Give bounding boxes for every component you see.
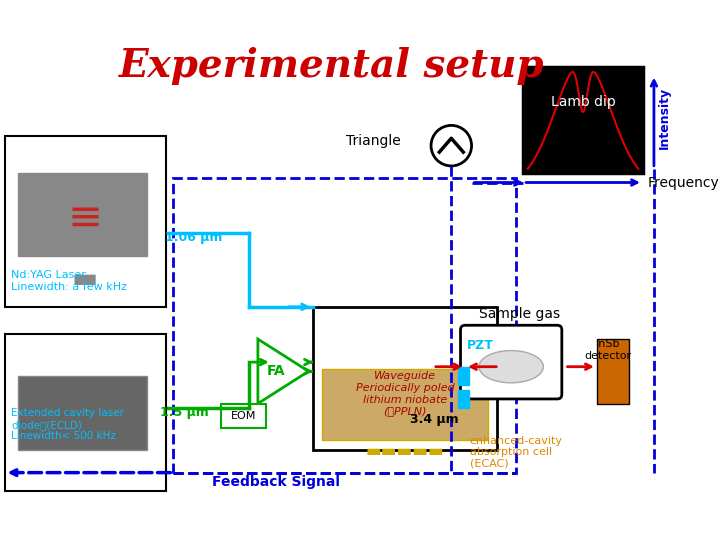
Text: Nd:YAG Laser
Linewidth: a few kHz: Nd:YAG Laser Linewidth: a few kHz — [11, 270, 127, 292]
Bar — [19, 173, 148, 256]
Text: EOM: EOM — [230, 411, 256, 421]
Text: 1.5 μm: 1.5 μm — [160, 406, 209, 419]
Bar — [313, 307, 498, 450]
Text: Experimental setup: Experimental setup — [119, 47, 544, 85]
Text: Frequency: Frequency — [647, 176, 719, 190]
Text: InSb
detector: InSb detector — [585, 339, 631, 361]
Text: ▬: ▬ — [71, 265, 98, 293]
Text: Lamb dip: Lamb dip — [551, 95, 616, 109]
Bar — [523, 68, 643, 173]
Text: 1.06 μm: 1.06 μm — [165, 231, 222, 244]
Bar — [19, 376, 148, 450]
Bar — [4, 334, 166, 491]
Bar — [458, 390, 469, 408]
Text: ▬▬▬▬▬: ▬▬▬▬▬ — [366, 442, 445, 460]
Bar — [458, 367, 469, 385]
Text: Waveguide
Periodically poled
lithium niobate
(　PPLN): Waveguide Periodically poled lithium nio… — [356, 372, 454, 416]
Bar — [323, 369, 488, 441]
Ellipse shape — [479, 350, 544, 383]
Text: FA: FA — [267, 364, 286, 379]
FancyBboxPatch shape — [221, 404, 266, 428]
Bar — [4, 137, 166, 307]
Bar — [597, 339, 629, 403]
Text: PZT: PZT — [467, 339, 494, 352]
Text: 3.4 μm: 3.4 μm — [410, 413, 459, 426]
Text: enhanced-cavity
absorption cell
(ECAC): enhanced-cavity absorption cell (ECAC) — [469, 436, 563, 469]
Text: ≡: ≡ — [67, 197, 102, 239]
Text: Intensity: Intensity — [657, 87, 670, 149]
FancyBboxPatch shape — [461, 325, 562, 399]
Text: Extended cavity laser
diode　(ECLD)
Linewidth< 500 kHz: Extended cavity laser diode (ECLD) Linew… — [11, 408, 124, 441]
Bar — [173, 178, 516, 472]
Text: Triangle: Triangle — [346, 134, 400, 148]
Text: Feedback Signal: Feedback Signal — [212, 475, 341, 489]
Text: Sample gas: Sample gas — [479, 307, 560, 321]
